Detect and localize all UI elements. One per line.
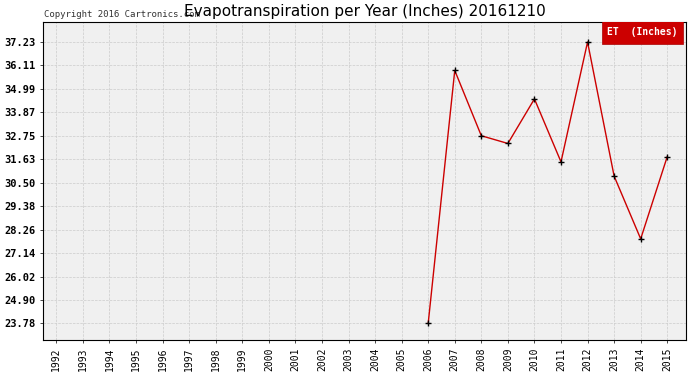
FancyBboxPatch shape	[602, 20, 682, 44]
Text: Copyright 2016 Cartronics.com: Copyright 2016 Cartronics.com	[44, 9, 200, 18]
Text: ET  (Inches): ET (Inches)	[607, 27, 678, 37]
Title: Evapotranspiration per Year (Inches) 20161210: Evapotranspiration per Year (Inches) 201…	[184, 4, 545, 19]
